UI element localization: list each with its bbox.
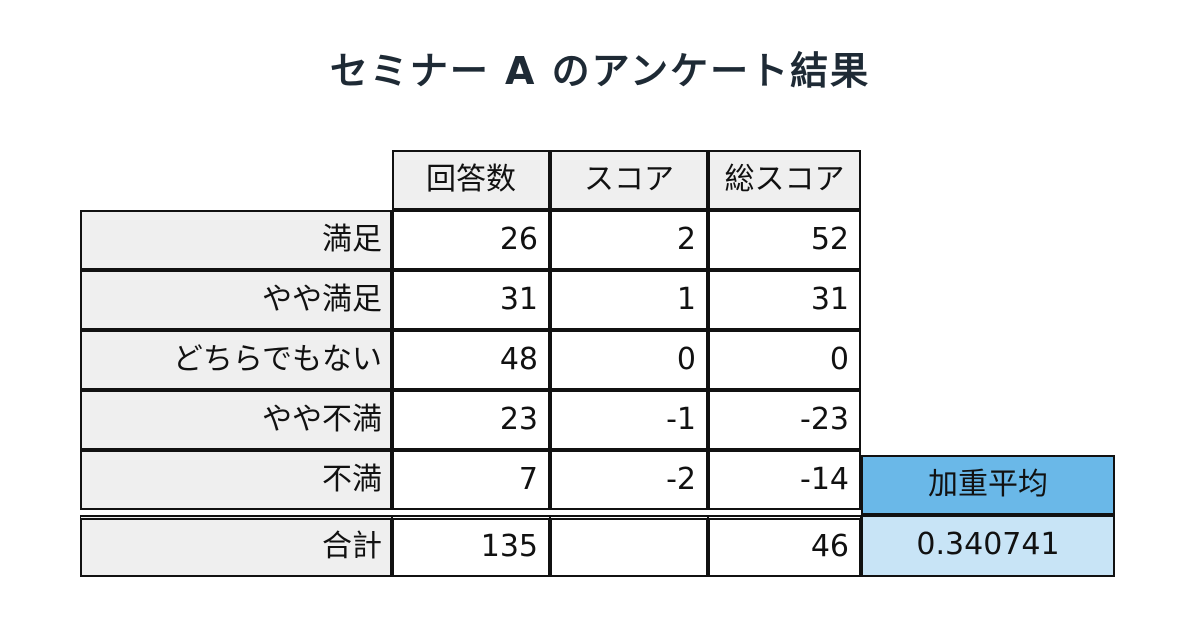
header-score: スコア xyxy=(550,150,708,210)
weighted-average-label: 加重平均 xyxy=(861,455,1115,515)
row-count: 23 xyxy=(392,390,550,450)
row-label: やや不満 xyxy=(80,390,392,450)
row-total: -14 xyxy=(708,450,861,510)
row-label: 不満 xyxy=(80,450,392,510)
row-label: どちらでもない xyxy=(80,330,392,390)
row-label: 満足 xyxy=(80,210,392,270)
sum-score xyxy=(550,515,708,577)
row-total: 52 xyxy=(708,210,861,270)
row-count: 48 xyxy=(392,330,550,390)
row-score: -2 xyxy=(550,450,708,510)
row-total: 0 xyxy=(708,330,861,390)
row-label: やや満足 xyxy=(80,270,392,330)
row-total: 31 xyxy=(708,270,861,330)
row-count: 26 xyxy=(392,210,550,270)
weighted-average-value: 0.340741 xyxy=(861,515,1115,577)
header-total: 総スコア xyxy=(708,150,861,210)
row-score: 2 xyxy=(550,210,708,270)
sum-count: 135 xyxy=(392,515,550,577)
sum-label: 合計 xyxy=(80,515,392,577)
sum-total: 46 xyxy=(708,515,861,577)
page-title: セミナー A のアンケート結果 xyxy=(329,49,871,93)
row-count: 31 xyxy=(392,270,550,330)
row-score: 0 xyxy=(550,330,708,390)
header-count: 回答数 xyxy=(392,150,550,210)
row-count: 7 xyxy=(392,450,550,510)
row-score: 1 xyxy=(550,270,708,330)
row-score: -1 xyxy=(550,390,708,450)
row-total: -23 xyxy=(708,390,861,450)
